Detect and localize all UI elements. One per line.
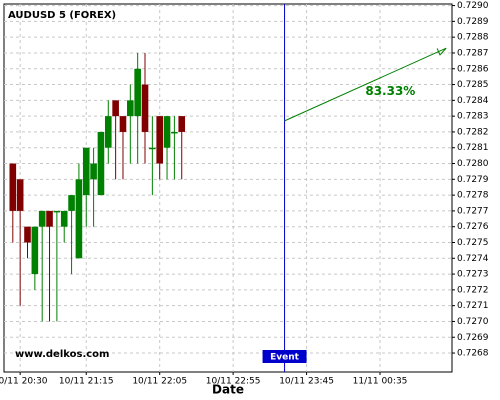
candle-body (38, 210, 46, 227)
candle-body (68, 195, 75, 211)
candle-body (46, 210, 53, 227)
y-tick-label: 0.7279 (457, 175, 489, 185)
candle-body (156, 116, 164, 164)
candle-body (163, 116, 171, 148)
x-tick-label: 10/11 22:55 (206, 377, 261, 387)
candle-body (141, 84, 149, 132)
y-tick-label: 0.7268 (457, 349, 489, 359)
y-tick-label: 0.7288 (457, 33, 489, 43)
y-tick-label: 0.7286 (457, 64, 489, 74)
y-tick-label: 0.7280 (457, 159, 489, 169)
chart-title: AUDUSD 5 (FOREX) (8, 10, 116, 21)
y-tick-label: 0.7275 (457, 238, 489, 248)
candle-body (127, 100, 134, 117)
arrow-label: 83.33% (365, 84, 415, 98)
y-tick-label: 0.7285 (457, 80, 489, 90)
x-tick-label: 10/11 23:45 (279, 377, 334, 387)
y-tick-label: 0.7273 (457, 270, 489, 280)
y-tick-label: 0.7282 (457, 127, 489, 137)
candle-body (16, 179, 24, 211)
y-tick-label: 0.7269 (457, 333, 489, 343)
x-axis-label: Date (212, 383, 244, 397)
candle-body (75, 179, 83, 259)
y-tick-label: 0.7289 (457, 17, 489, 27)
candle-body (53, 210, 61, 213)
candle-body (104, 116, 112, 148)
candle-body (97, 131, 105, 196)
candle-body (171, 131, 178, 134)
x-tick-label: 10/11 20:30 (0, 377, 48, 387)
y-tick-label: 0.7290 (457, 1, 489, 11)
candle-body (24, 226, 31, 243)
candle-body (112, 100, 119, 117)
watermark: www.delkos.com (15, 349, 109, 360)
plot-frame (3, 3, 453, 373)
candle-body (60, 210, 68, 227)
candle-body (82, 147, 90, 196)
x-tick-label: 10/11 21:15 (59, 377, 114, 387)
y-tick-label: 0.7278 (457, 191, 489, 201)
x-tick-label: 11/11 00:35 (353, 377, 408, 387)
y-tick-label: 0.7271 (457, 301, 489, 311)
y-tick-label: 0.7272 (457, 285, 489, 295)
y-tick-label: 0.7284 (457, 96, 489, 106)
candle-body (178, 116, 186, 132)
candle-body (149, 147, 156, 150)
candle-body (9, 163, 17, 211)
arrow-head (436, 47, 447, 56)
candle-body (119, 116, 127, 132)
y-tick-label: 0.7277 (457, 206, 489, 216)
y-tick-label: 0.7287 (457, 48, 489, 58)
y-tick-label: 0.7270 (457, 317, 489, 327)
y-tick-label: 0.7276 (457, 222, 489, 232)
y-tick-label: 0.7274 (457, 254, 489, 264)
y-tick-label: 0.7283 (457, 112, 489, 122)
candle-body (31, 226, 39, 275)
candle-body (90, 163, 97, 180)
event-label-box (262, 350, 307, 363)
event-label: Event (270, 353, 300, 363)
candle-body (134, 68, 141, 117)
arrow-line (284, 47, 447, 122)
y-tick-label: 0.7281 (457, 143, 489, 153)
x-tick-label: 10/11 22:05 (132, 377, 187, 387)
